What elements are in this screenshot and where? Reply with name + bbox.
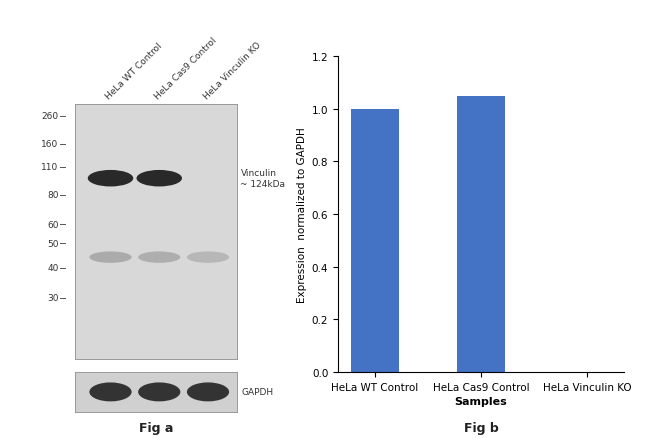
Ellipse shape: [138, 252, 181, 263]
Bar: [457, 96, 505, 372]
Text: HeLa Vinculin KO: HeLa Vinculin KO: [202, 41, 263, 101]
Text: 80: 80: [47, 191, 58, 200]
Text: Fig b: Fig b: [463, 420, 499, 434]
Text: 50: 50: [47, 239, 58, 248]
Text: Fig a: Fig a: [139, 420, 173, 434]
Bar: [351, 110, 398, 372]
Ellipse shape: [187, 252, 229, 263]
Text: 60: 60: [47, 220, 58, 229]
Text: HeLa WT Control: HeLa WT Control: [104, 42, 164, 101]
Ellipse shape: [90, 382, 131, 402]
Text: 110: 110: [41, 163, 58, 172]
Ellipse shape: [187, 382, 229, 402]
Text: HeLa Cas9 Control: HeLa Cas9 Control: [153, 36, 218, 101]
Text: 40: 40: [47, 264, 58, 273]
Text: 160: 160: [41, 140, 58, 149]
X-axis label: Samples: Samples: [454, 396, 508, 406]
Text: Vinculin
~ 124kDa: Vinculin ~ 124kDa: [240, 169, 285, 188]
Y-axis label: Expression  normalized to GAPDH: Expression normalized to GAPDH: [298, 127, 307, 302]
Ellipse shape: [90, 252, 131, 263]
Text: GAPDH: GAPDH: [241, 388, 273, 396]
Ellipse shape: [136, 170, 182, 187]
Ellipse shape: [138, 382, 181, 402]
Text: 30: 30: [47, 294, 58, 303]
Text: 260: 260: [42, 112, 58, 121]
Ellipse shape: [88, 170, 133, 187]
